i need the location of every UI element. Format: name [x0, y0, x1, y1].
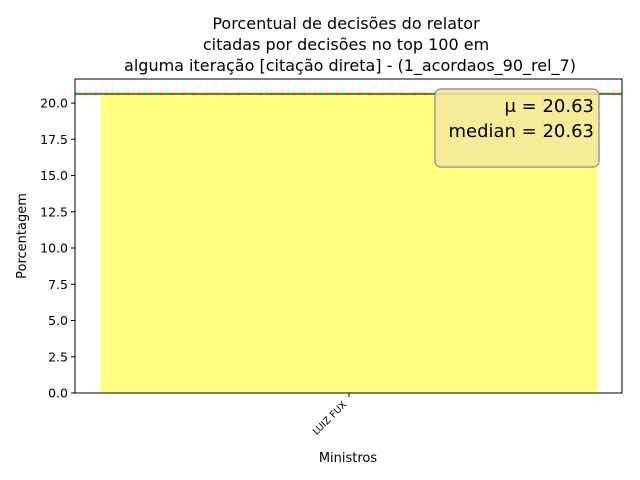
y-tick-label: 7.5	[48, 277, 68, 292]
stats-mean-text: μ = 20.63	[504, 96, 594, 117]
chart-title-line-2: citadas por decisões no top 100 em	[203, 35, 489, 54]
y-axis-label: Porcentagem	[15, 193, 30, 279]
y-tick-label: 15.0	[40, 168, 68, 183]
stats-box-background	[434, 88, 600, 168]
stats-legend-box: μ = 20.63 median = 20.63	[434, 88, 600, 168]
x-axis-label: Ministros	[319, 451, 378, 466]
chart-title-line-3: alguma iteração [citação direta] - (1_ac…	[124, 56, 576, 76]
x-axis-ticks: LUIZ FUX	[311, 393, 350, 438]
y-tick-label: 17.5	[40, 132, 68, 147]
y-tick-label: 5.0	[48, 313, 68, 328]
y-tick-label: 10.0	[40, 241, 68, 256]
y-tick-label: 0.0	[48, 386, 68, 401]
stats-median-text: median = 20.63	[448, 121, 594, 142]
y-axis-ticks: 0.0 2.5 5.0 7.5 10.0 12.5 15.0 17.5 20.0	[40, 96, 75, 401]
chart-title-line-1: Porcentual de decisões do relator	[212, 14, 480, 33]
y-tick-label: 12.5	[40, 204, 68, 219]
y-tick-label: 20.0	[40, 96, 68, 111]
y-tick-label: 2.5	[48, 349, 68, 364]
x-tick-label: LUIZ FUX	[311, 399, 350, 438]
